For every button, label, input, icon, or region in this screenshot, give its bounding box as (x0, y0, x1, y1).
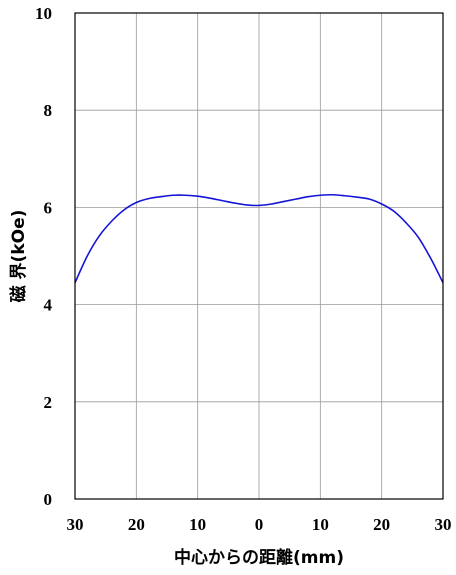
x-tick-label: 10 (189, 515, 206, 534)
y-tick-label: 6 (44, 198, 53, 217)
y-tick-label: 2 (44, 393, 53, 412)
y-tick-label: 0 (44, 490, 53, 509)
series-line-0 (74, 193, 444, 284)
y-tick-label: 4 (44, 296, 53, 315)
x-tick-label: 10 (312, 515, 329, 534)
y-tick-label: 10 (35, 4, 52, 23)
x-tick-label: 30 (67, 515, 84, 534)
x-tick-labels: 30 20 10 0 10 20 30 (67, 515, 452, 534)
x-tick-label: 0 (255, 515, 264, 534)
grid-lines (74, 12, 444, 500)
y-axis-label: 磁 界(kOe) (8, 210, 29, 303)
series-layer (74, 193, 444, 284)
x-tick-label: 30 (435, 515, 452, 534)
x-axis-label: 中心からの距離(mm) (174, 547, 344, 568)
x-tick-label: 20 (128, 515, 145, 534)
y-tick-label: 8 (44, 101, 53, 120)
plot-frame (74, 12, 444, 500)
y-tick-labels: 0 2 4 6 8 10 (35, 4, 53, 509)
x-tick-label: 20 (373, 515, 390, 534)
